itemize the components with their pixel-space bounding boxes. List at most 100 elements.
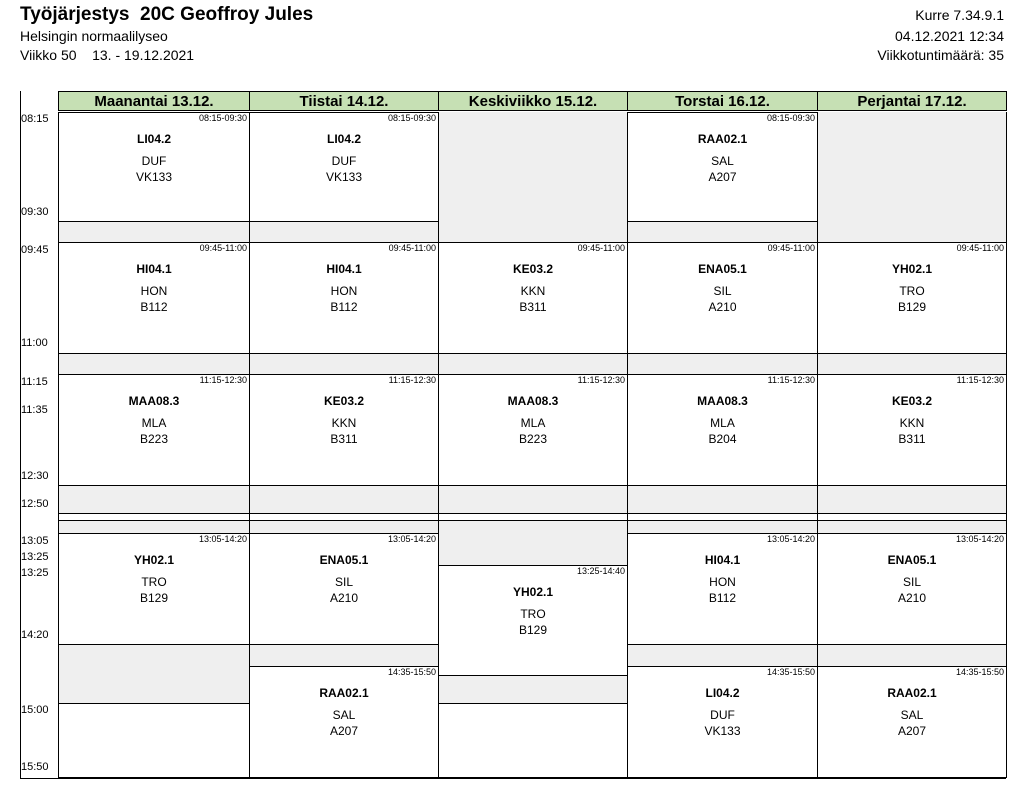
lesson-time: 14:35-15:50 xyxy=(766,667,815,677)
teacher: MLA xyxy=(710,416,735,430)
lesson: 09:45-11:00 HI04.1 HON B112 xyxy=(249,242,439,354)
time-label: 15:00 xyxy=(21,704,49,716)
lesson: 11:15-12:30 MAA08.3 MLA B223 xyxy=(438,374,628,486)
room: B311 xyxy=(330,432,358,446)
lesson-time: 14:35-15:50 xyxy=(955,667,1004,677)
teacher: TRO xyxy=(899,284,925,298)
room: B311 xyxy=(898,432,926,446)
course: MAA08.3 xyxy=(507,394,559,408)
teacher: SIL xyxy=(902,575,921,589)
lesson-time: 08:15-09:30 xyxy=(198,113,247,123)
lesson-time: 11:15-12:30 xyxy=(767,375,815,385)
course: LI04.2 xyxy=(705,686,740,700)
course: MAA08.3 xyxy=(697,394,748,408)
course: LI04.2 xyxy=(136,132,172,146)
day-header: Maanantai 13.12. xyxy=(58,91,250,111)
lesson: 08:15-09:30 RAA02.1 SAL A207 xyxy=(627,112,818,222)
printed: 04.12.2021 12:34 xyxy=(895,28,1004,44)
room: B129 xyxy=(518,623,548,637)
lesson-time: 08:15-09:30 xyxy=(387,113,436,123)
lesson: 09:45-11:00 HI04.1 HON B112 xyxy=(58,242,250,354)
lesson-time: 08:15-09:30 xyxy=(766,113,815,123)
lesson: 09:45-11:00 KE03.2 KKN B311 xyxy=(438,242,628,354)
teacher: MLA xyxy=(520,416,546,430)
room: B129 xyxy=(139,591,169,605)
room: VK133 xyxy=(135,170,173,184)
day-header: Torstai 16.12. xyxy=(627,91,818,111)
lesson: 11:15-12:30 KE03.2 KKN B311 xyxy=(249,374,439,486)
free xyxy=(249,513,439,521)
time-label: 13:05 xyxy=(21,535,49,547)
free xyxy=(438,513,628,521)
course: YH02.1 xyxy=(512,585,554,599)
rule xyxy=(20,778,1006,779)
teacher: DUF xyxy=(710,708,735,722)
teacher: KKN xyxy=(331,416,357,430)
lesson: 13:05-14:20 ENA05.1 SIL A210 xyxy=(249,533,439,645)
lesson: 11:15-12:30 KE03.2 KKN B311 xyxy=(817,374,1007,486)
version: Kurre 7.34.9.1 xyxy=(915,7,1004,23)
teacher: SAL xyxy=(711,154,734,168)
lesson: 08:15-09:30 LI04.2 DUF VK133 xyxy=(58,112,250,222)
room: A207 xyxy=(329,724,359,738)
teacher: TRO xyxy=(141,575,167,589)
lesson: 14:35-15:50 LI04.2 DUF VK133 xyxy=(627,666,818,778)
room: A210 xyxy=(329,591,359,605)
lesson: 14:35-15:50 RAA02.1 SAL A207 xyxy=(817,666,1007,778)
teacher: TRO xyxy=(520,607,546,621)
course: ENA05.1 xyxy=(319,553,369,567)
teacher: HON xyxy=(330,284,358,298)
day-header: Tiistai 14.12. xyxy=(249,91,439,111)
course: HI04.1 xyxy=(136,262,172,276)
free xyxy=(58,513,250,521)
course: HI04.1 xyxy=(326,262,362,276)
course: KE03.2 xyxy=(323,394,365,408)
room: A210 xyxy=(897,591,927,605)
lesson: 09:45-11:00 YH02.1 TRO B129 xyxy=(817,242,1007,354)
room: VK133 xyxy=(704,724,741,738)
time-label: 12:50 xyxy=(21,498,49,510)
lesson-time: 11:15-12:30 xyxy=(388,375,436,385)
free xyxy=(817,513,1007,521)
room: B112 xyxy=(708,591,737,605)
lesson-time: 09:45-11:00 xyxy=(767,243,815,253)
lesson-time: 09:45-11:00 xyxy=(199,243,247,253)
teacher: SAL xyxy=(900,708,924,722)
lesson-time: 14:35-15:50 xyxy=(387,667,436,677)
teacher: DUF xyxy=(141,154,167,168)
course: ENA05.1 xyxy=(698,262,747,276)
lesson-time: 11:15-12:30 xyxy=(577,375,625,385)
course: RAA02.1 xyxy=(319,686,369,700)
lesson: 13:25-14:40 YH02.1 TRO B129 xyxy=(438,565,628,676)
title: Työjärjestys 20C Geoffroy Jules xyxy=(20,4,314,25)
time-label: 13:25 xyxy=(21,567,49,579)
time-label: 11:00 xyxy=(21,337,48,349)
teacher: HON xyxy=(709,575,736,589)
course: LI04.2 xyxy=(326,132,362,146)
time-label: 09:30 xyxy=(21,206,49,218)
time-label: 11:35 xyxy=(21,404,48,416)
lesson-time: 11:15-12:30 xyxy=(199,375,247,385)
lesson-time: 13:05-14:20 xyxy=(955,534,1004,544)
course: ENA05.1 xyxy=(887,553,937,567)
room: B129 xyxy=(897,300,927,314)
room: B223 xyxy=(139,432,169,446)
course: YH02.1 xyxy=(891,262,933,276)
teacher: KKN xyxy=(899,416,925,430)
week: Viikko 50 13. - 19.12.2021 xyxy=(20,47,195,63)
teacher: SAL xyxy=(332,708,356,722)
lesson-time: 09:45-11:00 xyxy=(956,243,1004,253)
free xyxy=(627,513,818,521)
lesson: 08:15-09:30 LI04.2 DUF VK133 xyxy=(249,112,439,222)
lesson: 13:05-14:20 ENA05.1 SIL A210 xyxy=(817,533,1007,645)
time-column xyxy=(20,91,59,778)
room: VK133 xyxy=(325,170,363,184)
time-label: 13:25 xyxy=(21,551,49,563)
hours: Viikkotuntimäärä: 35 xyxy=(877,47,1004,63)
free xyxy=(58,703,250,778)
lesson: 11:15-12:30 MAA08.3 MLA B223 xyxy=(58,374,250,486)
lesson-time: 13:05-14:20 xyxy=(766,534,815,544)
course: YH02.1 xyxy=(133,553,175,567)
room: B112 xyxy=(330,300,358,314)
lesson-time: 13:05-14:20 xyxy=(387,534,436,544)
